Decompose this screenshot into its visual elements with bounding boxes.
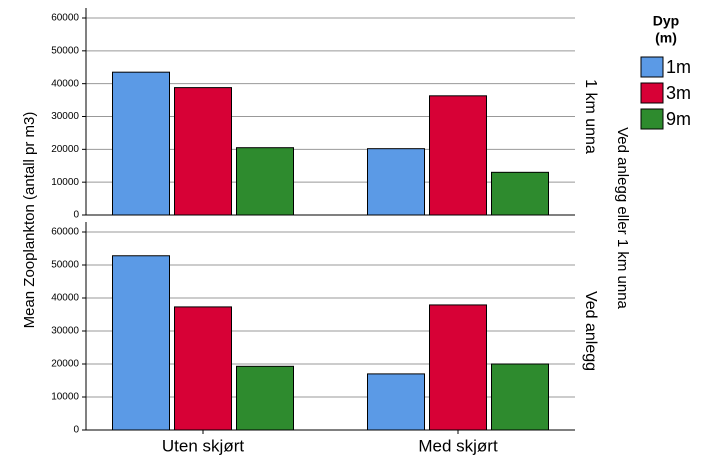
legend-swatch [640,82,664,104]
y-tick-label: 50000 [51,45,79,56]
bar [174,87,232,216]
y-tick-label: 0 [73,425,79,436]
bar [367,148,425,216]
y-axis-label: Mean Zooplankton (antall pr m3) [21,112,38,329]
bar [429,95,487,216]
facet-title: Ved anlegg eller 1 km unna [614,127,631,309]
legend-swatch [640,56,664,78]
y-tick-label: 60000 [51,13,79,24]
x-tick-label: Med skjørt [418,436,498,455]
y-tick-label: 50000 [51,260,79,271]
y-tick-label: 20000 [51,359,79,370]
bar [236,365,294,431]
y-tick-label: 40000 [51,293,79,304]
legend-label: 3m [666,83,691,103]
bar [367,373,425,431]
bar [112,255,170,431]
y-tick-label: 0 [73,210,79,221]
legend-label: 9m [666,109,691,129]
bar [112,71,170,216]
y-tick-label: 20000 [51,144,79,155]
legend-title: Dyp [653,13,679,29]
bar [491,171,549,216]
facet-label: Ved anlegg [582,291,599,371]
y-tick-label: 30000 [51,111,79,122]
x-tick-label: Uten skjørt [162,436,244,455]
y-tick-label: 30000 [51,326,79,337]
legend-title: (m) [655,30,677,46]
y-tick-label: 10000 [51,177,79,188]
bar [174,306,232,431]
facet-label: 1 km unna [582,79,599,154]
bar [491,363,549,431]
y-tick-label: 40000 [51,78,79,89]
y-tick-label: 60000 [51,227,79,238]
y-tick-label: 10000 [51,392,79,403]
bar [236,147,294,216]
legend-swatch [640,108,664,130]
legend-label: 1m [666,57,691,77]
bar [429,304,487,431]
